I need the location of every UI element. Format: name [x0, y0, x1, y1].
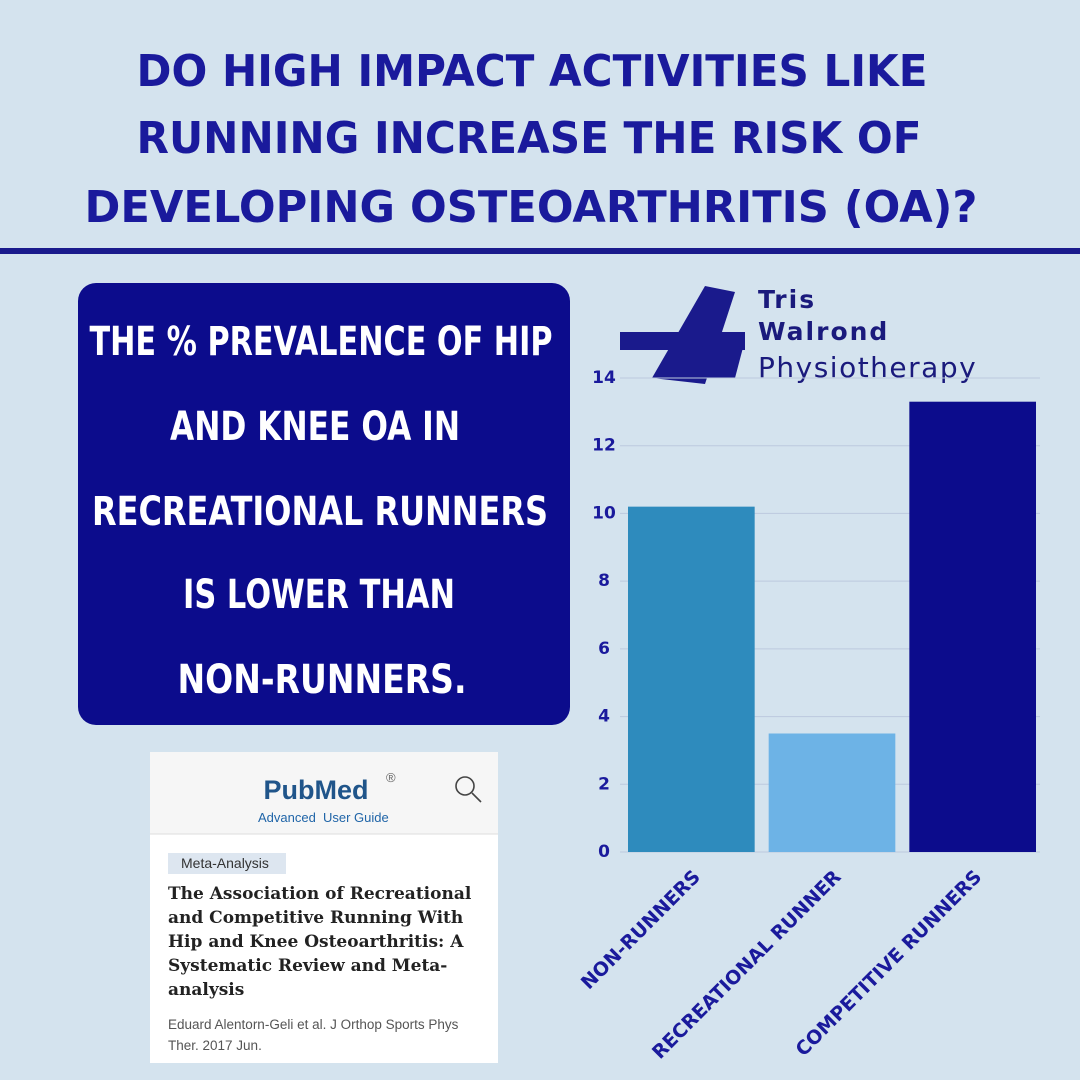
divider — [0, 248, 1080, 254]
pubmed-tag: Meta-Analysis — [181, 855, 269, 871]
callout-line: NON-RUNNERS. — [178, 657, 467, 703]
pubmed-citation: Ther. 2017 Jun. — [168, 1038, 262, 1053]
pubmed-title: analysis — [168, 980, 244, 1000]
pubmed-registered: ® — [386, 770, 396, 785]
y-tick-label: 10 — [592, 503, 616, 523]
pubmed-title: Hip and Knee Osteoarthritis: A — [168, 932, 464, 952]
y-tick-label: 0 — [598, 842, 610, 862]
y-tick-label: 4 — [598, 707, 610, 727]
bar — [909, 401, 1036, 852]
y-tick-label: 12 — [592, 436, 616, 456]
title-line: DO HIGH IMPACT ACTIVITIES LIKE — [137, 46, 928, 97]
title-line: RUNNING INCREASE THE RISK OF — [137, 113, 922, 164]
logo-text: Physiotherapy — [758, 351, 977, 384]
pubmed-title: The Association of Recreational — [168, 884, 472, 904]
y-tick-label: 14 — [592, 368, 616, 388]
callout-line: AND KNEE OA IN — [170, 404, 460, 450]
pubmed-title: Systematic Review and Meta- — [168, 956, 447, 976]
logo-text: Tris — [758, 285, 816, 314]
callout-box — [78, 283, 570, 725]
callout-line: RECREATIONAL RUNNERS — [92, 489, 548, 535]
y-tick-label: 6 — [598, 639, 610, 659]
pubmed-link[interactable]: Advanced — [258, 810, 316, 825]
callout-line: IS LOWER THAN — [183, 572, 455, 618]
y-tick-label: 8 — [598, 571, 610, 591]
logo-icon — [620, 286, 745, 384]
y-tick-label: 2 — [598, 774, 610, 794]
bar — [768, 733, 896, 852]
logo-text: Walrond — [758, 317, 889, 346]
bar — [628, 506, 755, 852]
pubmed-link[interactable]: User Guide — [323, 810, 389, 825]
callout-line: THE % PREVALENCE OF HIP — [90, 319, 553, 365]
pubmed-logo: PubMed — [264, 775, 369, 805]
search-icon[interactable] — [455, 776, 482, 803]
title-line: DEVELOPING OSTEOARTHRITIS (OA)? — [85, 182, 978, 233]
pubmed-card: PubMed ® Advanced User Guide Meta-Analys… — [150, 752, 498, 1063]
pubmed-citation: Eduard Alentorn-Geli et al. J Orthop Spo… — [168, 1017, 459, 1032]
pubmed-title: and Competitive Running With — [168, 908, 463, 928]
